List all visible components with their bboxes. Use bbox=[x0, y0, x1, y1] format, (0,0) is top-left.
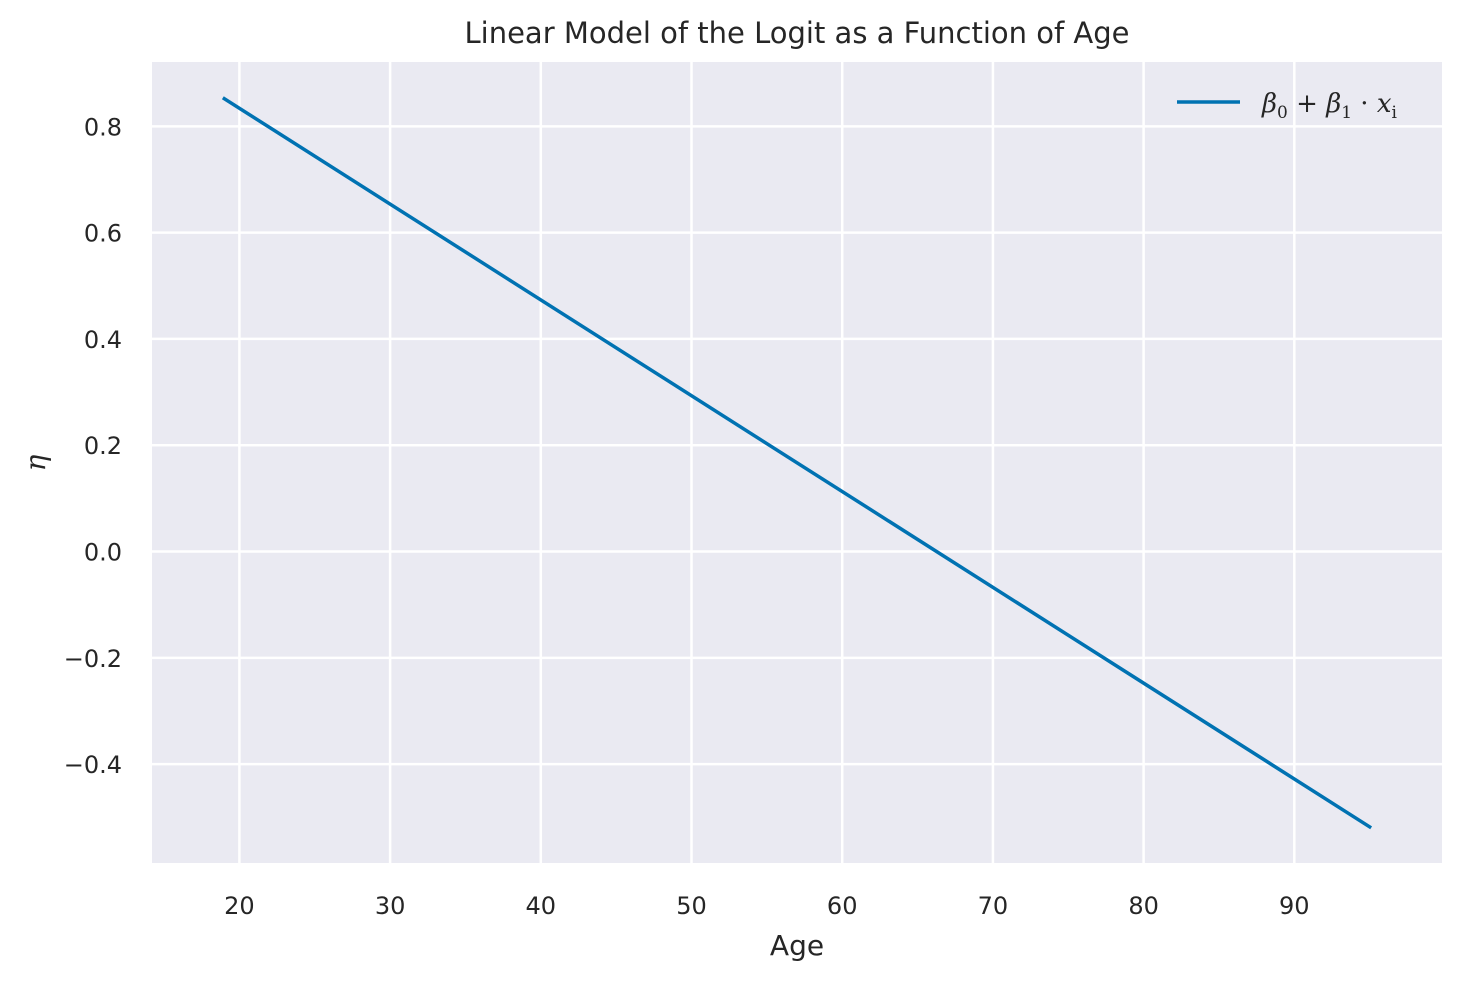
x-tick-label: 90 bbox=[1279, 892, 1310, 920]
y-tick-label: 0.4 bbox=[84, 326, 122, 354]
y-tick-label: −0.4 bbox=[64, 751, 122, 779]
x-tick-label: 20 bbox=[224, 892, 255, 920]
x-tick-label: 60 bbox=[827, 892, 858, 920]
chart-title: Linear Model of the Logit as a Function … bbox=[465, 16, 1130, 50]
x-axis-label: Age bbox=[770, 929, 824, 962]
series-line bbox=[221, 96, 1373, 830]
x-tick-label: 70 bbox=[978, 892, 1009, 920]
x-tick-label: 30 bbox=[375, 892, 406, 920]
y-tick-label: −0.2 bbox=[64, 645, 122, 673]
legend: β0 + β1 · xi bbox=[1177, 89, 1398, 123]
y-axis-label: η bbox=[19, 454, 52, 471]
y-tick-label: 0.0 bbox=[84, 539, 122, 567]
grid-x bbox=[238, 62, 1296, 863]
x-tick-label: 50 bbox=[676, 892, 707, 920]
y-tick-label: 0.2 bbox=[84, 432, 122, 460]
x-tick-labels: 20 30 40 50 60 70 80 90 bbox=[224, 892, 1309, 920]
y-tick-label: 0.6 bbox=[84, 220, 122, 248]
x-tick-label: 80 bbox=[1128, 892, 1159, 920]
y-tick-label: 0.8 bbox=[84, 113, 122, 141]
series-layer bbox=[221, 96, 1373, 830]
legend-label: β0 + β1 · xi bbox=[1261, 89, 1398, 123]
x-tick-label: 40 bbox=[526, 892, 557, 920]
grid-y bbox=[152, 125, 1442, 766]
y-tick-labels: 0.8 0.6 0.4 0.2 0.0 −0.2 −0.4 bbox=[64, 113, 122, 779]
